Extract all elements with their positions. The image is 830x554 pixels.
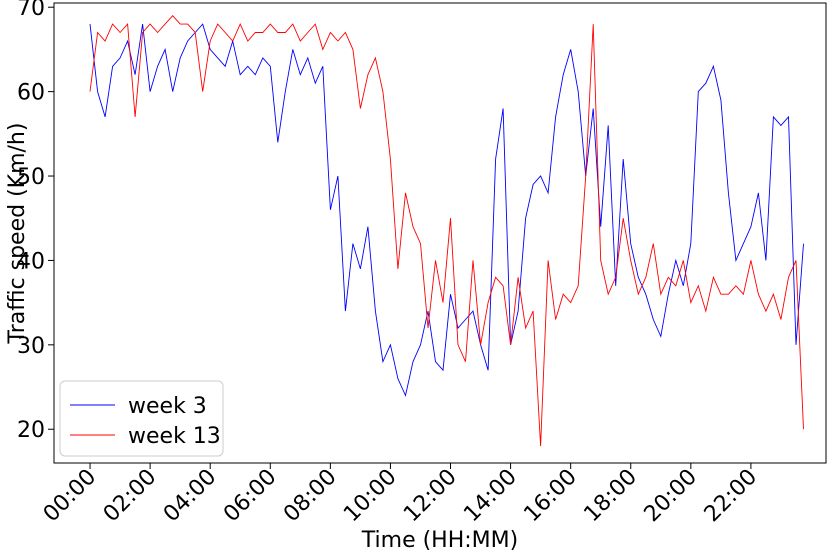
x-axis-ticks: 00:0002:0004:0006:0008:0010:0012:0014:00… xyxy=(39,463,762,527)
y-axis-ticks: 20 30 40 50 60 70 xyxy=(17,0,54,443)
legend-box xyxy=(59,380,224,457)
legend-label-week-3: week 3 xyxy=(128,394,207,419)
series-line-week-13 xyxy=(89,15,804,447)
x-tick-label: 00:00 xyxy=(39,465,102,528)
x-tick-label: 06:00 xyxy=(219,465,282,528)
x-tick-label: 20:00 xyxy=(640,465,703,528)
plot-frame xyxy=(53,2,827,464)
y-tick-label: 20 xyxy=(17,418,45,443)
x-tick-label: 04:00 xyxy=(159,465,222,528)
y-axis-label: Traffic speed (Km/h) xyxy=(5,123,30,345)
y-tick-label: 60 xyxy=(17,81,45,106)
x-tick-label: 18:00 xyxy=(579,465,642,528)
series-line-week-3 xyxy=(89,23,804,397)
x-tick-label: 08:00 xyxy=(279,465,342,528)
y-tick-label: 30 xyxy=(17,334,45,359)
series-layer xyxy=(89,15,804,447)
x-tick-label: 16:00 xyxy=(519,465,582,528)
y-tick-label: 50 xyxy=(17,165,45,190)
x-tick-label: 14:00 xyxy=(459,465,522,528)
x-tick-label: 02:00 xyxy=(99,465,162,528)
x-tick-label: 22:00 xyxy=(700,465,763,528)
legend-label-week-13: week 13 xyxy=(128,424,221,449)
x-tick-label: 12:00 xyxy=(399,465,462,528)
legend: week 3 week 13 xyxy=(59,380,224,457)
x-axis-label: Time (HH:MM) xyxy=(361,528,518,553)
x-tick-label: 10:00 xyxy=(339,465,402,528)
y-tick-label: 40 xyxy=(17,249,45,274)
y-tick-label: 70 xyxy=(17,0,45,21)
